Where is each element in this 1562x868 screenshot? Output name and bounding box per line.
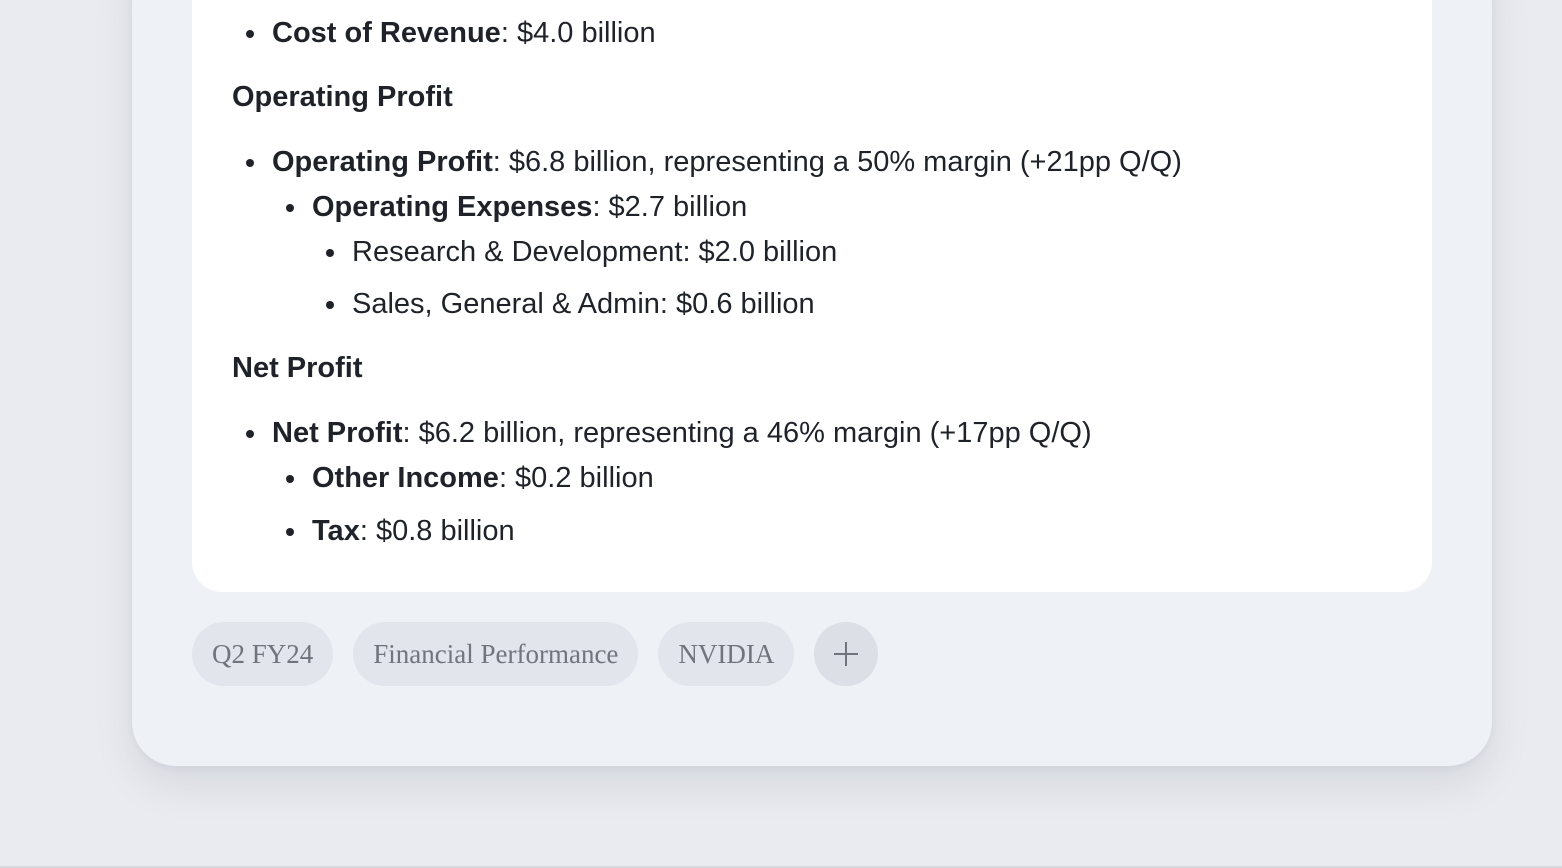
tag-nvidia[interactable]: NVIDIA [658, 622, 795, 686]
tax-value: : $0.8 billion [359, 515, 515, 547]
message-card: Cost of Revenue: $4.0 billion Operating … [132, 0, 1492, 766]
list-item-cost-of-revenue: Cost of Revenue: $4.0 billion [246, 16, 656, 50]
net-profit-value: : $6.2 billion, representing a 46% margi… [402, 417, 1092, 449]
tag-q2-fy24[interactable]: Q2 FY24 [192, 622, 334, 686]
section-heading-net-profit: Net Profit [232, 352, 363, 384]
tax-label: Tax [312, 515, 360, 547]
net-profit-label: Net Profit [272, 417, 403, 449]
add-tag-button[interactable] [814, 622, 879, 686]
cost-of-revenue-label: Cost of Revenue [272, 17, 501, 49]
operating-profit-label: Operating Profit [272, 146, 493, 178]
other-income-label: Other Income [312, 462, 499, 494]
list-item-net-profit: Net Profit: $6.2 billion, representing a… [246, 416, 1092, 450]
operating-expenses-value: : $2.7 billion [592, 191, 748, 223]
cost-of-revenue-value: : $4.0 billion [500, 17, 656, 49]
list-item-tax: Tax: $0.8 billion [286, 514, 515, 548]
list-item-operating-expenses: Operating Expenses: $2.7 billion [285, 190, 748, 224]
tag-list: Q2 FY24 Financial Performance NVIDIA [192, 622, 879, 686]
list-item-other-income: Other Income: $0.2 billion [286, 461, 654, 495]
other-income-value: : $0.2 billion [498, 462, 654, 494]
list-item-sales-general-admin: Sales, General & Admin: $0.6 billion [326, 288, 815, 320]
tag-financial-performance[interactable]: Financial Performance [353, 622, 639, 686]
list-item-research-development: Research & Development: $2.0 billion [325, 236, 838, 268]
operating-expenses-label: Operating Expenses [312, 191, 593, 223]
report-content-panel: Cost of Revenue: $4.0 billion Operating … [192, 0, 1432, 592]
section-heading-operating-profit: Operating Profit [232, 81, 453, 113]
page-bottom-band [0, 866, 1562, 868]
operating-profit-value: : $6.8 billion, representing a 50% margi… [492, 146, 1182, 178]
list-item-operating-profit: Operating Profit: $6.8 billion, represen… [246, 145, 1182, 179]
